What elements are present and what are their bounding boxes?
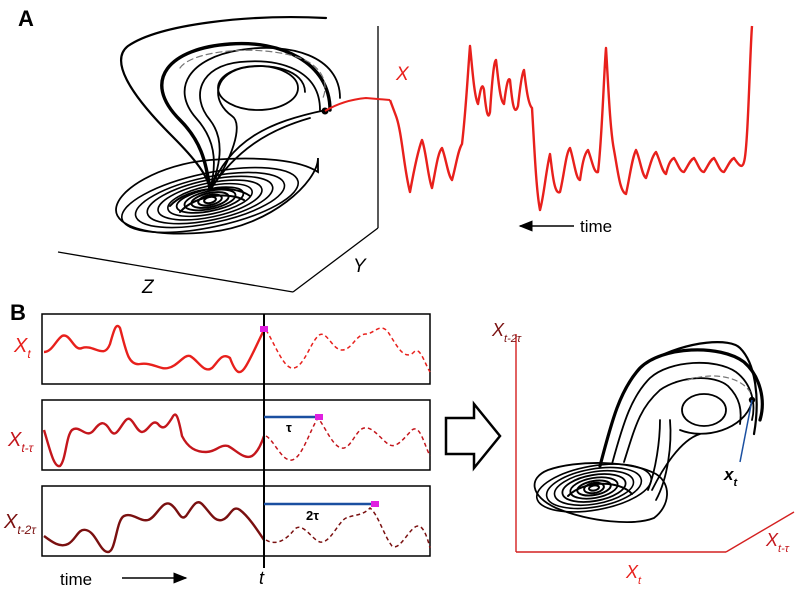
series-xt-2tau-past xyxy=(43,501,265,554)
marker-xt-tau xyxy=(315,414,323,420)
series-xt-future xyxy=(265,327,431,373)
series-xt-tau-past xyxy=(42,413,266,468)
embedding-point-label: xt xyxy=(723,465,738,489)
panel-b-label: B xyxy=(10,300,26,325)
embed-axis-label-y: Xt-τ xyxy=(765,530,790,555)
lag-label-tau: τ xyxy=(286,420,292,435)
axis-label-x: X xyxy=(395,64,410,85)
axis-label-y: Y xyxy=(353,256,367,277)
lorenz-attractor-a xyxy=(115,16,341,235)
projection-line-a xyxy=(324,96,391,112)
row-label-xt-tau: Xt-τ xyxy=(7,429,35,455)
series-xt-tau-future xyxy=(265,416,431,461)
panel-a-label: A xyxy=(18,6,34,31)
row-box-xt xyxy=(41,313,431,385)
axis-label-z: Z xyxy=(141,277,155,298)
row-box-xt-2tau xyxy=(41,485,431,557)
embedding-point-pointer xyxy=(739,399,753,463)
row-label-xt-2tau: Xt-2τ xyxy=(3,511,37,537)
time-label-a: time xyxy=(580,217,612,236)
x-time-series-a xyxy=(388,25,754,212)
lag-label-2tau: 2τ xyxy=(306,508,319,523)
embedding-axes xyxy=(515,334,795,553)
embed-axis-label-x: Xt xyxy=(625,562,642,587)
marker-xt xyxy=(260,326,268,332)
series-xt-2tau-future xyxy=(265,507,431,549)
row-box-xt-tau xyxy=(41,399,431,471)
panel-a-3d-axes xyxy=(57,26,379,293)
series-xt-past xyxy=(43,324,266,374)
row-label-xt: Xt xyxy=(13,335,31,361)
t-label: t xyxy=(259,568,265,588)
transform-arrow xyxy=(444,400,502,472)
reconstructed-attractor xyxy=(533,341,764,523)
embed-axis-label-z: Xt-2τ xyxy=(491,320,522,345)
marker-xt-2tau xyxy=(371,501,379,507)
time-label-b: time xyxy=(60,570,92,589)
